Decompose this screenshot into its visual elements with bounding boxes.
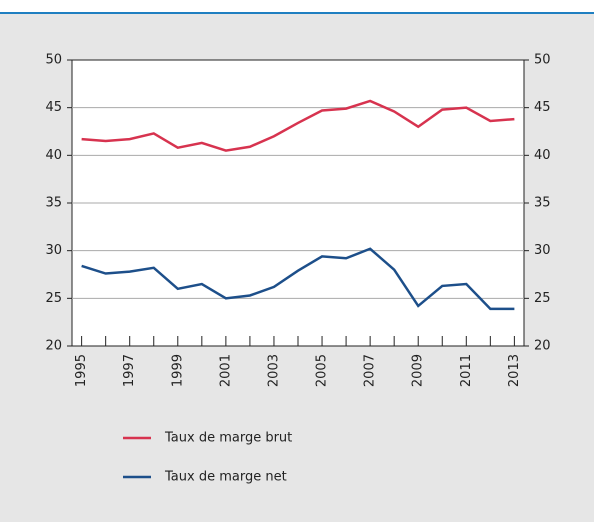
legend-label: Taux de marge net bbox=[164, 470, 287, 485]
y2-tick-label: 50 bbox=[534, 53, 551, 68]
y2-tick-label: 40 bbox=[534, 148, 551, 163]
x-tick-label: 1997 bbox=[122, 354, 137, 387]
y-tick-label: 45 bbox=[45, 100, 62, 115]
y-tick-label: 25 bbox=[45, 291, 62, 306]
series-line bbox=[81, 99, 515, 152]
x-tick-label: 2001 bbox=[218, 354, 233, 387]
legend-label: Taux de marge brut bbox=[164, 431, 292, 446]
x-tick-label: 2009 bbox=[411, 354, 426, 387]
y-tick-label: 35 bbox=[45, 196, 62, 211]
x-tick-label: 2011 bbox=[459, 354, 474, 387]
y2-tick-label: 20 bbox=[534, 339, 551, 354]
y-tick-label: 20 bbox=[45, 339, 62, 354]
x-tick-label: 2013 bbox=[507, 354, 522, 387]
top-strip bbox=[0, 0, 594, 12]
y2-tick-label: 45 bbox=[534, 100, 551, 115]
x-tick-label: 1999 bbox=[170, 354, 185, 387]
x-tick-label: 2007 bbox=[363, 354, 378, 387]
series-line bbox=[81, 247, 515, 311]
y-tick-label: 50 bbox=[45, 53, 62, 68]
y-tick-label: 40 bbox=[45, 148, 62, 163]
x-tick-label: 1995 bbox=[74, 354, 89, 387]
x-tick-label: 2005 bbox=[315, 354, 330, 387]
y2-tick-label: 30 bbox=[534, 243, 551, 258]
y2-tick-label: 25 bbox=[534, 291, 551, 306]
x-tick-label: 2003 bbox=[266, 354, 281, 387]
y2-tick-label: 35 bbox=[534, 196, 551, 211]
y-tick-label: 30 bbox=[45, 243, 62, 258]
